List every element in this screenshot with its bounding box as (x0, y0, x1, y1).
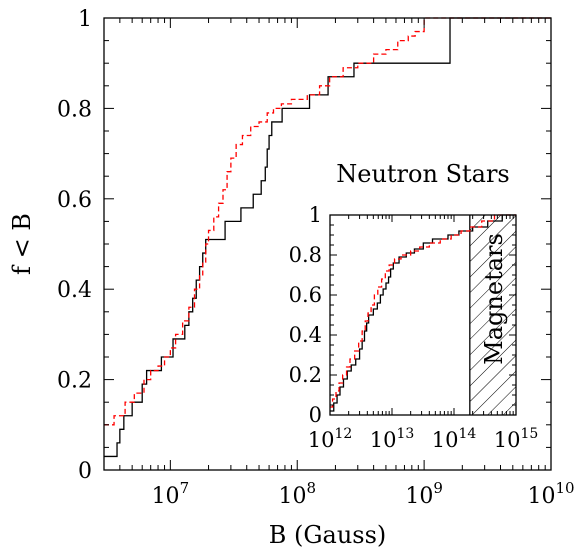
x-tick-label: 109 (405, 479, 443, 509)
x-tick-label-base: 10 (152, 484, 180, 509)
y-tick-label: 0.6 (57, 188, 92, 213)
magnetars-label: Magnetars (480, 233, 508, 365)
magnetar-hatched-region (469, 215, 516, 415)
x-axis-title: B (Gauss) (269, 521, 387, 549)
x-tick-label: 1010 (527, 479, 574, 509)
x-tick-label: 108 (278, 479, 316, 509)
x-tick-label: 1015 (494, 426, 539, 452)
y-tick-label: 0.8 (57, 97, 92, 122)
x-tick-label: 1013 (370, 426, 415, 452)
x-tick-label-base: 10 (308, 428, 335, 452)
x-tick-label-exponent: 8 (306, 479, 316, 497)
x-tick-label: 1012 (308, 426, 353, 452)
inset-title: Neutron Stars (336, 160, 510, 188)
x-tick-label-base: 10 (405, 484, 433, 509)
y-tick-label: 0.2 (57, 369, 92, 394)
x-tick-label-exponent: 14 (458, 426, 476, 442)
y-tick-label: 0.4 (57, 278, 92, 303)
x-tick-label: 107 (152, 479, 190, 509)
y-tick-label: 0.6 (289, 283, 322, 307)
y-tick-label: 0.2 (289, 363, 322, 387)
x-tick-label-exponent: 12 (334, 426, 352, 442)
y-tick-label: 0 (78, 459, 92, 484)
x-tick-label-base: 10 (527, 484, 555, 509)
x-tick-label-base: 10 (370, 428, 397, 452)
x-tick-label-exponent: 9 (433, 479, 443, 497)
y-tick-label: 0.4 (289, 323, 322, 347)
x-tick-label-exponent: 7 (180, 479, 190, 497)
x-tick-label-exponent: 10 (555, 479, 574, 497)
x-tick-label-exponent: 15 (520, 426, 538, 442)
x-tick-label-base: 10 (432, 428, 459, 452)
y-tick-label: 0 (309, 403, 322, 427)
y-tick-label: 1 (309, 203, 322, 227)
series-dashed-step-line (104, 17, 551, 426)
x-tick-label: 1014 (432, 426, 477, 452)
y-tick-label: 0.8 (289, 243, 322, 267)
x-tick-label-exponent: 13 (396, 426, 414, 442)
y-axis-title: f < B (8, 213, 36, 275)
y-tick-label: 1 (78, 7, 92, 32)
series-dashed-step-line (330, 214, 516, 408)
x-tick-label-base: 10 (278, 484, 306, 509)
x-tick-label-base: 10 (494, 428, 521, 452)
